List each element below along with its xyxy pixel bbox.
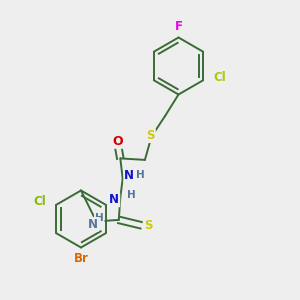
Text: Cl: Cl <box>213 71 226 84</box>
Text: S: S <box>146 129 155 142</box>
Text: Cl: Cl <box>33 195 46 208</box>
Text: N: N <box>109 193 119 206</box>
Text: N: N <box>88 218 98 231</box>
Text: H: H <box>127 190 136 200</box>
Text: N: N <box>124 169 134 182</box>
Text: Br: Br <box>74 252 88 266</box>
Text: S: S <box>144 219 152 232</box>
Text: H: H <box>136 170 145 180</box>
Text: H: H <box>95 213 104 223</box>
Text: F: F <box>175 20 182 33</box>
Text: O: O <box>112 135 123 148</box>
